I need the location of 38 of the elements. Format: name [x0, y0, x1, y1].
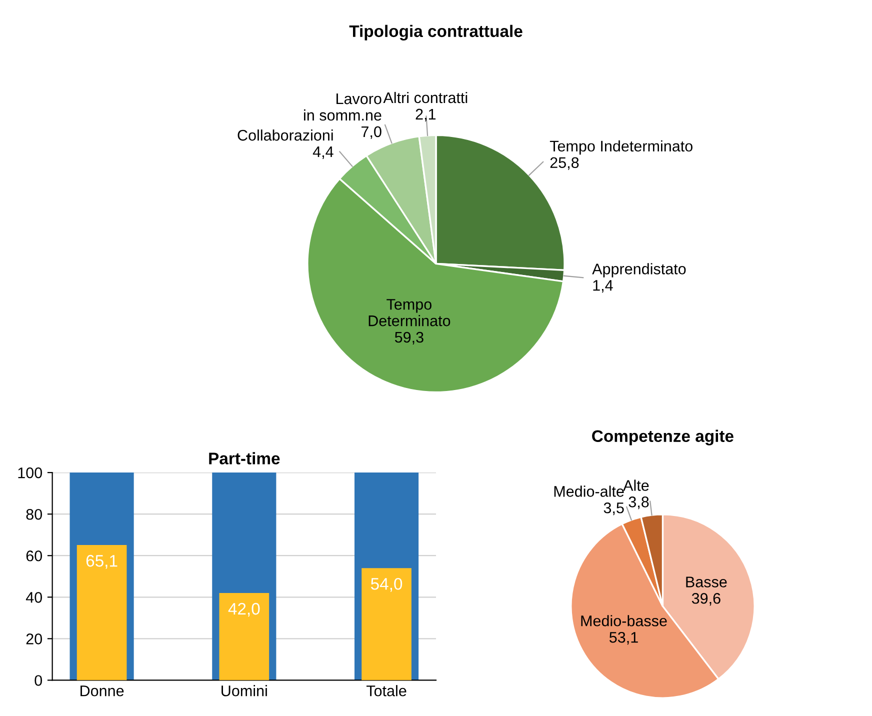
slice-label: Apprendistato — [592, 263, 686, 278]
data-label: 65,1 — [86, 554, 118, 569]
data-label: 25,8 — [550, 157, 579, 170]
slice-label: Lavoro in somm.ne — [304, 94, 382, 121]
y-tick-label: 80 — [26, 508, 42, 520]
x-tick-label: Donne — [80, 686, 124, 696]
data-label: 7,0 — [362, 126, 382, 139]
slice-label: Collaborazioni — [238, 129, 333, 141]
data-label: 2,1 — [416, 108, 436, 122]
bar — [362, 568, 412, 680]
bar — [219, 592, 270, 680]
chart-title: Competenze agite — [592, 430, 734, 446]
y-tick-label: 60 — [26, 550, 42, 562]
y-tick-label: 100 — [18, 467, 42, 478]
slice-label: Tempo Determinato — [368, 299, 450, 326]
data-label: 59,3 — [394, 332, 424, 344]
y-tick-label: 40 — [26, 592, 42, 603]
slice-label: Medio-alte — [554, 486, 624, 497]
bar — [76, 545, 127, 680]
data-label: 39,6 — [692, 592, 720, 606]
data-label: 53,1 — [609, 632, 638, 645]
slice-label: Medio-basse — [581, 615, 667, 626]
data-label: 3,8 — [628, 496, 649, 510]
data-label: 3,5 — [604, 502, 624, 516]
slice-label: Tempo Indeterminato — [550, 140, 692, 155]
slice-label: Alte — [623, 480, 649, 491]
x-tick-label: Uomini — [222, 685, 267, 696]
y-tick-label: 0 — [34, 675, 42, 686]
data-label: 42,0 — [228, 602, 260, 617]
slice-label: Altri contratti — [383, 92, 468, 104]
data-label: 4,4 — [312, 146, 334, 159]
x-tick-label: Totale — [366, 685, 406, 696]
slice-label: Basse — [686, 576, 727, 588]
y-tick-label: 20 — [26, 634, 42, 644]
chart-title: Part-time — [209, 452, 280, 464]
chart-title: Tipologia contrattuale — [349, 24, 522, 40]
data-label: 54,0 — [370, 578, 402, 592]
data-label: 1,4 — [593, 280, 613, 293]
